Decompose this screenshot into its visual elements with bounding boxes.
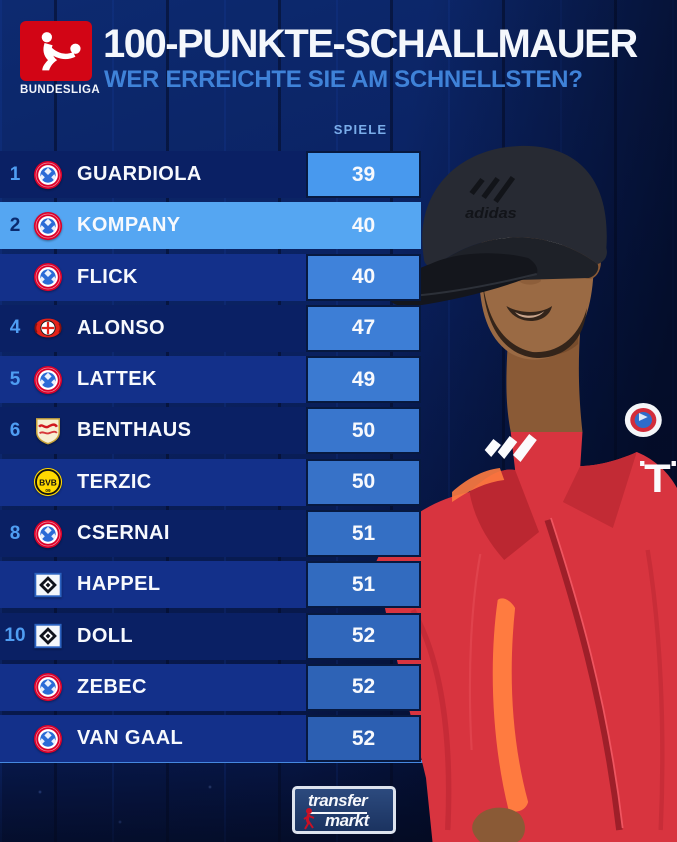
games-value: 52 xyxy=(351,675,376,699)
games-value: 47 xyxy=(351,316,376,340)
coach-name: CSERNAI xyxy=(77,522,170,545)
table-row: 4 ALONSO 47 xyxy=(0,304,421,352)
table-row: ZEBEC 52 xyxy=(0,663,421,711)
telekom-letter: T xyxy=(644,456,671,501)
club-logo-bayern-icon xyxy=(33,211,63,241)
bundesliga-badge: BUNDESLIGA xyxy=(20,21,101,96)
bundesliga-label: BUNDESLIGA xyxy=(20,84,101,96)
club-logo-stuttgart-icon xyxy=(33,416,63,446)
table-row: 6 BENTHAUS 50 xyxy=(0,407,421,455)
club-logo-hsv-icon xyxy=(33,621,63,651)
transfermarkt-logo: transfer markt xyxy=(292,786,396,834)
coach-name: DOLL xyxy=(77,624,134,647)
games-value: 52 xyxy=(351,726,376,750)
telekom-logo-icon: T xyxy=(640,456,676,501)
rank-label: 4 xyxy=(9,317,21,339)
club-logo-leverkusen-icon xyxy=(33,313,63,343)
games-value: 51 xyxy=(351,572,376,596)
games-value-cell: 52 xyxy=(306,612,421,660)
table-row: TERZIC 50 xyxy=(0,458,421,506)
games-value-cell: 40 xyxy=(306,253,421,301)
games-value: 40 xyxy=(351,213,376,237)
table-row: VAN GAAL 52 xyxy=(0,715,421,763)
club-logo-hsv-icon xyxy=(33,570,63,600)
games-value-cell: 52 xyxy=(306,715,421,763)
rank-label: 1 xyxy=(9,163,21,185)
games-value: 40 xyxy=(351,265,376,289)
transfermarkt-player-icon xyxy=(303,808,315,830)
games-value-cell: 47 xyxy=(306,304,421,352)
table-row: 1 GUARDIOLA 39 xyxy=(0,151,421,198)
games-value: 50 xyxy=(351,418,376,442)
games-value: 39 xyxy=(351,162,376,186)
games-value-cell: 39 xyxy=(306,151,421,198)
brand-word-markt: markt xyxy=(325,811,369,830)
adidas-cap: adidas xyxy=(388,145,607,307)
table-row: 5 LATTEK 49 xyxy=(0,356,421,404)
club-logo-bayern-icon xyxy=(33,672,63,702)
club-logo-dortmund-icon xyxy=(33,467,63,497)
club-logo-bayern-icon xyxy=(33,519,63,549)
club-logo-bayern-icon xyxy=(33,724,63,754)
table-row: 2 KOMPANY 40 xyxy=(0,202,421,250)
games-column-header: SPIELE xyxy=(333,122,388,137)
coach-name: BENTHAUS xyxy=(77,419,192,442)
table-row: HAPPEL 51 xyxy=(0,561,421,609)
games-value: 52 xyxy=(351,624,376,648)
rank-label: 2 xyxy=(9,214,21,236)
coach-name: FLICK xyxy=(77,265,138,288)
club-logo-bayern-icon xyxy=(33,262,63,292)
coach-name: VAN GAAL xyxy=(77,727,184,750)
games-value-cell: 50 xyxy=(306,407,421,455)
coach-name: GUARDIOLA xyxy=(77,163,202,185)
club-logo-bayern-icon xyxy=(33,160,63,190)
club-logo-bayern-icon xyxy=(33,365,63,395)
cap-brim xyxy=(389,253,538,307)
rank-label: 8 xyxy=(9,522,21,544)
coach-name: ZEBEC xyxy=(77,675,147,698)
coach-name: ALONSO xyxy=(77,316,165,339)
left-collar xyxy=(469,469,539,560)
games-value-cell: 50 xyxy=(306,458,421,506)
smile xyxy=(515,311,545,318)
adidas-logo-icon xyxy=(484,434,537,462)
bayern-crest-icon xyxy=(624,403,662,437)
ranking-table: 1 GUARDIOLA 39 2 KOMPANY 40 FLICK xyxy=(0,151,421,763)
games-value: 51 xyxy=(351,521,376,545)
right-collar xyxy=(562,452,637,528)
coach-name: TERZIC xyxy=(77,470,152,493)
coach-name: HAPPEL xyxy=(77,573,161,596)
page-subtitle: WER ERREICHTE SIE AM SCHNELLSTEN? xyxy=(104,66,583,93)
red-jacket: T xyxy=(376,403,677,842)
games-value-cell: 51 xyxy=(306,561,421,609)
rank-label: 6 xyxy=(9,419,21,441)
orange-pocket-trim xyxy=(492,598,529,812)
coach-name: KOMPANY xyxy=(77,214,181,237)
games-value-cell: 49 xyxy=(306,356,421,404)
kompany-photo: adidas xyxy=(376,145,677,842)
table-row: 10 DOLL 52 xyxy=(0,612,421,660)
page-title: 100-PUNKTE-SCHALLMAUER xyxy=(103,22,638,66)
table-row: FLICK 40 xyxy=(0,253,421,301)
rank-label: 5 xyxy=(9,368,21,390)
cap-brand-text: adidas xyxy=(465,206,517,222)
zipper xyxy=(544,519,623,831)
games-value-cell: 40 xyxy=(306,202,421,249)
bundesliga-logo-icon xyxy=(20,21,92,81)
table-row: 8 CSERNAI 51 xyxy=(0,510,421,558)
hand xyxy=(472,807,525,842)
games-value-cell: 52 xyxy=(306,663,421,711)
coach-name: LATTEK xyxy=(77,368,157,391)
games-value: 49 xyxy=(351,367,376,391)
brand-word-transfer: transfer xyxy=(308,791,368,814)
games-value-cell: 51 xyxy=(306,510,421,558)
rank-label: 10 xyxy=(4,625,26,647)
games-value: 50 xyxy=(351,470,376,494)
adidas-cap-logo-icon xyxy=(469,176,516,203)
